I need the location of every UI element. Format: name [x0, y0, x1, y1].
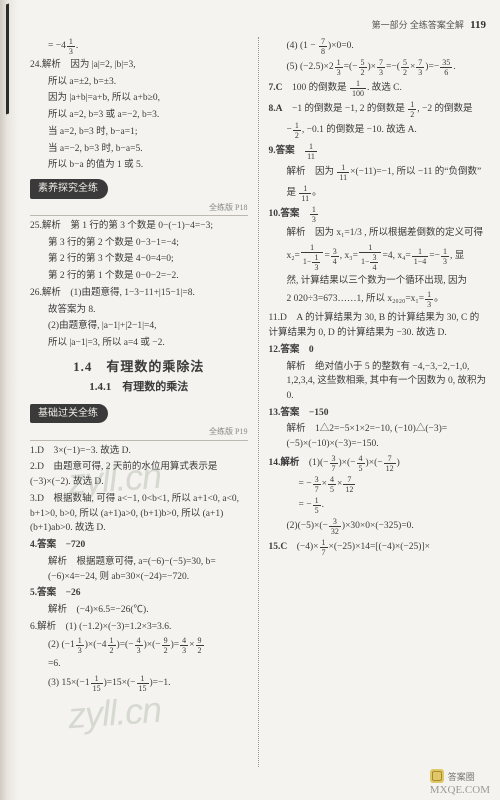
text-line: (3) 15×(−1115)=15×(−115)=−1. [30, 674, 248, 693]
text-line: 是 111。 [269, 184, 487, 203]
page-header: 第一部分 全练答案全解 119 [30, 18, 486, 31]
text-line: 8.A −1 的倒数是 −1, 2 的倒数是 12, −2 的倒数是 [269, 100, 487, 119]
subsection-title: 1.4.1 有理数的乘法 [30, 379, 248, 396]
text-line: 当 a=−2, b=3 时, b−a=5. [30, 142, 248, 157]
text-line: 所以 |a−1|=3, 所以 a=4 或 −2. [30, 336, 248, 351]
text-line: 2.D 由题意可得, 2 天前的水位用算式表示是 (−3)×(−2). 故选 D… [30, 460, 248, 489]
text-line: =6. [30, 657, 248, 672]
text-line: 故答案为 8. [30, 303, 248, 318]
text-line: 10.答案 13 [269, 205, 487, 224]
header-part: 第一部分 [372, 20, 408, 30]
text-line: 所以 a=2, b=3 或 a=−2, b=3. [30, 108, 248, 123]
answer-label: 5.答案 −26 [30, 588, 81, 598]
left-column: zyll.cn zyll.cn = −413. 24.解析 因为 |a|=2, … [30, 37, 248, 767]
text-line: = −15. [269, 496, 487, 515]
text-line: 25.解析 第 1 行的第 3 个数是 0−(−1)−4=−3; [30, 219, 248, 234]
header-section: 全练答案全解 [410, 20, 464, 30]
answer-label: 4.答案 −720 [30, 540, 85, 550]
text-line: 7.C 100 的倒数是 1100. 故选 C. [269, 79, 487, 98]
section-banner: 素养探究全练 [30, 179, 108, 199]
columns: zyll.cn zyll.cn = −413. 24.解析 因为 |a|=2, … [30, 37, 486, 767]
text-line: 第 2 行的第 3 个数是 4−0=4=0; [30, 252, 248, 267]
footer-brand: 答案圈 MXQE.COM [430, 769, 490, 796]
text-line: 解析 根据题意可得, a=(−6)−(−5)=30, b=(−6)×4=−24,… [30, 555, 248, 584]
text-line: 因为 |a+b|=a+b, 所以 a+b≥0, [30, 91, 248, 106]
text-line: 9.答案 111 [269, 142, 487, 161]
section-title: 1.4 有理数的乘除法 [30, 357, 248, 377]
text-line: 所以 b−a 的值为 1 或 5. [30, 158, 248, 173]
text-line: 14.解析 (1)(−37)×(−45)×(−712) [269, 454, 487, 473]
text-line: 1.D 3×(−1)=−3. 故选 D. [30, 444, 248, 459]
answer-label: 13.答案 −150 [269, 408, 329, 418]
text-line: −12, −0.1 的倒数是 −10. 故选 A. [269, 121, 487, 140]
brand-url: MXQE.COM [430, 784, 490, 796]
text-line: 11.D A 的计算结果为 30, B 的计算结果为 30, C 的计算结果为 … [269, 311, 487, 340]
text-line: 26.解析 (1)由题意得, 1−3−11+|15−1|=8. [30, 286, 248, 301]
text-line: 2 020÷3=673……1, 所以 x₂₀₂₀=x₁=13。 [269, 290, 487, 309]
text-line: 解析 因为 x₁=1/3 , 所以根据差倒数的定义可得 [269, 226, 487, 241]
text-line: (2)(−5)×(−332)×30×0×(−325)=0. [269, 517, 487, 536]
section-banner: 基础过关全练 [30, 404, 108, 424]
text-line: 当 a=2, b=3 时, b−a=1; [30, 125, 248, 140]
page: 第一部分 全练答案全解 119 zyll.cn zyll.cn = −413. … [0, 0, 500, 800]
answer-label: 12.答案 0 [269, 345, 314, 355]
text-line: 13.答案 −150 [269, 406, 487, 421]
text-line: (4) (1 − 78)×0=0. [269, 37, 487, 56]
text-line: 第 3 行的第 2 个数是 0−3−1=−4; [30, 236, 248, 251]
text-line: 解析 1△2=−5×1×2=−10, (−10)△(−3)= (−5)×(−10… [269, 422, 487, 451]
text-line: 4.答案 −720 [30, 538, 248, 553]
text-line: (2) (−113)×(−412)=(−43)×(−92)=43×92 [30, 636, 248, 655]
text-line: 15.C (−4)×17×(−25)×14=[(−4)×(−25)]× [269, 538, 487, 557]
text-line: = −413. [30, 37, 248, 56]
text-line: x₂=11−13=34, x₃=11−34=4, x₄=11−4=−13, 显 [269, 243, 487, 272]
brand-icon [430, 769, 444, 783]
text-line: 然, 计算结果以三个数为一个循环出现, 因为 [269, 274, 487, 289]
text-line: (2)由题意得, |a−1|+|2−1|=4, [30, 319, 248, 334]
page-ref: 全练版 P18 [30, 202, 248, 216]
text-line: 12.答案 0 [269, 343, 487, 358]
spine-black-bar [6, 4, 9, 115]
text-line: 5.答案 −26 [30, 586, 248, 601]
column-divider [258, 37, 259, 767]
page-number: 119 [470, 19, 486, 31]
text-line: 所以 a=±2, b=±3. [30, 75, 248, 90]
text-line: 24.解析 因为 |a|=2, |b|=3, [30, 58, 248, 73]
text-line: 3.D 根据数轴, 可得 a<−1, 0<b<1, 所以 a+1<0, a<0,… [30, 492, 248, 536]
fraction: 13 [67, 37, 75, 56]
text-line: 第 2 行的第 1 个数是 0−0−2=−2. [30, 269, 248, 284]
page-ref: 全练版 P19 [30, 426, 248, 440]
brand-text: 答案圈 [448, 770, 475, 783]
right-column: (4) (1 − 78)×0=0. (5) (−2.5)×213=(−52)×7… [269, 37, 487, 767]
text-line: (5) (−2.5)×213=(−52)×73=−(52×73)=−356. [269, 58, 487, 77]
text-line: 6.解析 (1) (−1.2)×(−3)=1.2×3=3.6. [30, 620, 248, 635]
book-spine-shadow [0, 0, 18, 800]
text-line: = −37×45×712 [269, 475, 487, 494]
text-line: 解析 绝对值小于 5 的整数有 −4,−3,−2,−1,0, 1,2,3,4, … [269, 360, 487, 404]
text-line: 解析 (−4)×6.5=−26(℃). [30, 603, 248, 618]
text-line: 解析 因为 111×(−11)=−1, 所以 −11 的“负倒数” [269, 163, 487, 182]
